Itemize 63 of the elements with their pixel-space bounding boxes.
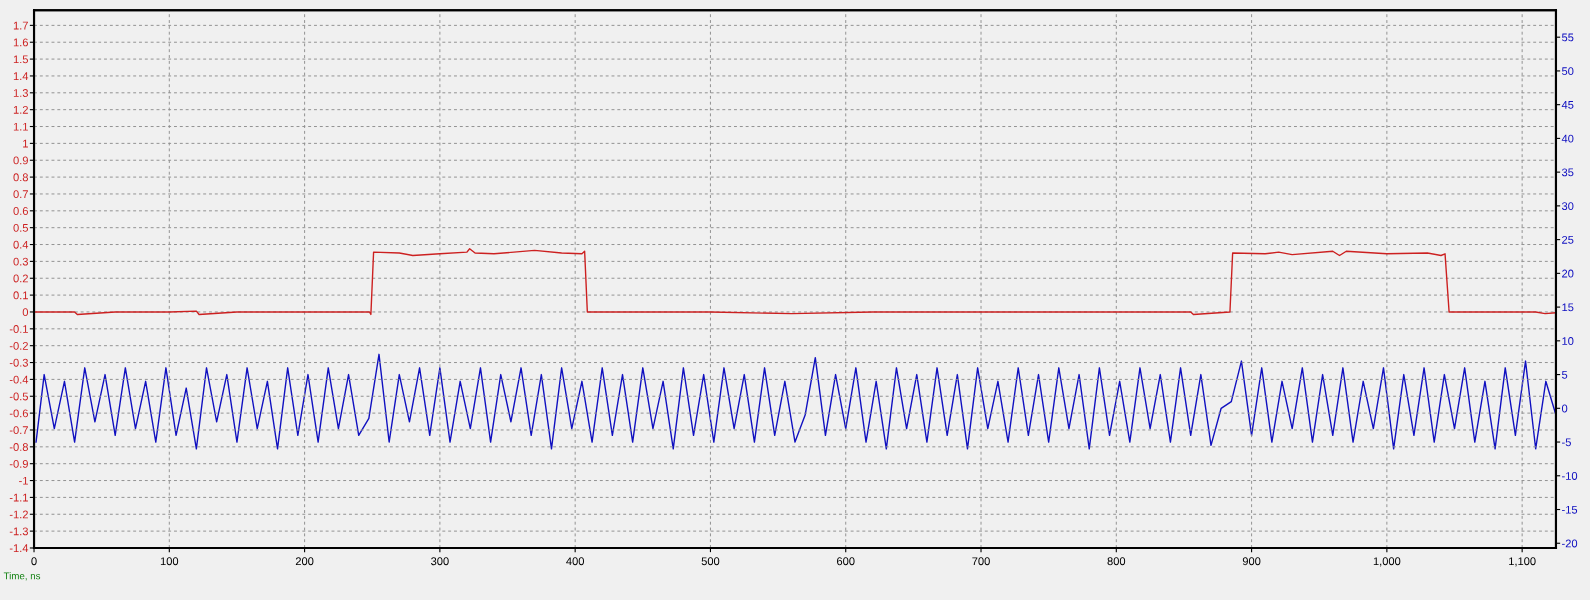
x-tick-label: 100 [160,557,179,566]
y-tick-label: 0.7 [13,190,28,199]
y-tick-label: 0.4 [13,240,29,249]
y-tick-label: -0.9 [9,459,28,468]
y-tick-label: 1.6 [13,38,28,47]
x-tick-label: 900 [1242,557,1261,566]
y-tick-label: 1.3 [13,89,28,97]
y-tick-label: 1.7 [13,21,28,30]
y-tick-label: -0.2 [9,341,28,350]
y-tick-label: 0.8 [13,173,28,182]
y-tick-label: 0.1 [13,291,28,300]
y2-tick-label: 40 [1561,134,1574,143]
y2-tick-label: 55 [1561,33,1574,42]
y-tick-label: -1.2 [9,510,28,519]
x-tick-label: 200 [295,557,314,566]
y-tick-label: 1.1 [13,122,28,131]
y2-tick-label: 0 [1561,404,1568,413]
y2-tick-label: -5 [1562,438,1571,447]
y-tick-label: -0.8 [9,443,28,451]
y-tick-label: -1.3 [9,527,28,536]
y2-tick-label: -10 [1562,472,1578,480]
line-series [35,353,1556,450]
y-tick-label: -1 [19,476,28,485]
x-tick-label: 400 [566,557,584,566]
y-tick-label: -1.1 [9,493,28,502]
y2-tick-label: 10 [1562,337,1574,345]
y-tick-label: -0.5 [9,392,29,401]
line-series [34,248,1556,316]
x-tick-label: 1,000 [1373,557,1401,567]
y2-tick-label: 25 [1562,235,1574,244]
x-tick-label: 500 [701,557,720,566]
y-tick-label: 1.5 [13,55,29,64]
y-tick-label: -1.4 [9,544,29,553]
x-tick-label: 800 [1107,557,1126,566]
y2-tick-label: -15 [1562,505,1578,514]
x-tick-label: 700 [972,557,990,566]
y-tick-label: 0.5 [13,223,29,232]
y-tick-label: 0.2 [13,274,28,283]
y2-tick-label: 45 [1561,101,1574,109]
x-tick-label: 300 [431,557,449,566]
y2-tick-label: 15 [1562,303,1574,312]
x-tick-label: 1,100 [1509,557,1536,567]
y-tick-label: 1.2 [13,105,28,114]
y-tick-label: 1.4 [13,72,29,80]
y2-tick-label: 5 [1561,370,1568,379]
x-tick-label: 0 [31,557,37,566]
y-tick-label: 0.6 [13,207,28,215]
y-tick-label: -0.7 [9,426,28,435]
y-tick-label: 0.9 [13,156,28,165]
y-tick-label: 1 [23,139,28,148]
y2-tick-label: 35 [1561,168,1574,177]
y-tick-label: 0.3 [13,257,28,266]
y2-tick-label: 30 [1561,202,1574,211]
y-tick-label: -0.4 [9,375,29,384]
y-tick-label: 0 [22,308,29,317]
y2-tick-label: 20 [1562,269,1574,278]
x-axis-title: Time, ns [3,572,41,581]
y2-tick-label: 50 [1561,67,1574,76]
y-tick-label: -0.3 [9,358,28,367]
y-tick-label: -0.6 [9,409,28,418]
y2-tick-label: -20 [1562,539,1578,548]
y-tick-label: -0.1 [9,325,28,333]
x-tick-label: 600 [837,557,855,566]
